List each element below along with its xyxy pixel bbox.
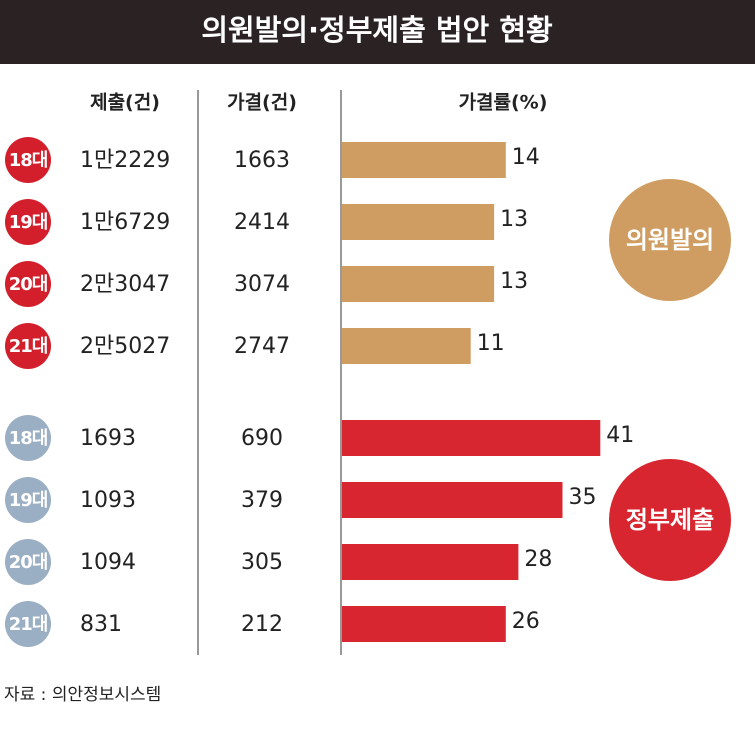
rate-bar <box>342 420 601 456</box>
submitted-count: 2만5027 <box>80 334 170 359</box>
submitted-count: 2만3047 <box>80 272 170 297</box>
session-badge <box>5 137 51 183</box>
passed-count: 305 <box>241 550 283 575</box>
rate-label: 35 <box>569 485 597 510</box>
rate-bar <box>342 482 563 518</box>
rate-bar <box>342 328 471 364</box>
session-badge <box>5 415 51 461</box>
passed-count: 1663 <box>234 148 290 173</box>
session-badge <box>5 199 51 245</box>
passed-count: 2747 <box>234 334 290 359</box>
session-badge <box>5 601 51 647</box>
submitted-count: 1만2229 <box>80 148 170 173</box>
rate-bar <box>342 606 506 642</box>
session-badge <box>5 261 51 307</box>
passed-count: 690 <box>241 426 283 451</box>
session-label: 20대 <box>9 552 48 573</box>
rate-bar <box>342 204 495 240</box>
session-label: 18대 <box>9 150 48 171</box>
session-label: 19대 <box>9 212 48 233</box>
rate-label: 13 <box>500 207 528 232</box>
group-badge <box>609 179 731 301</box>
group-label: 정부제출 <box>626 506 714 534</box>
group-label: 의원발의 <box>626 226 714 254</box>
title: 의원발의·정부제출 법안 현황 <box>201 13 553 47</box>
rate-label: 14 <box>512 145 540 170</box>
passed-count: 2414 <box>234 210 290 235</box>
rate-label: 28 <box>524 547 552 572</box>
session-label: 21대 <box>9 336 48 357</box>
title-bar <box>0 0 755 64</box>
session-badge <box>5 477 51 523</box>
passed-count: 212 <box>241 612 283 637</box>
rate-bar <box>342 142 506 178</box>
rate-bar <box>342 266 495 302</box>
session-label: 21대 <box>9 614 48 635</box>
rate-label: 41 <box>606 423 634 448</box>
submitted-count: 1094 <box>80 550 136 575</box>
submitted-count: 1093 <box>80 488 136 513</box>
header-passed: 가결(건) <box>227 92 297 114</box>
session-label: 20대 <box>9 274 48 295</box>
session-label: 19대 <box>9 490 48 511</box>
submitted-count: 1693 <box>80 426 136 451</box>
source: 자료 : 의안정보시스템 <box>4 685 161 705</box>
rate-label: 13 <box>500 269 528 294</box>
header-submitted: 제출(건) <box>90 92 160 114</box>
rate-label: 11 <box>477 331 505 356</box>
rate-label: 26 <box>512 609 540 634</box>
passed-count: 379 <box>241 488 283 513</box>
submitted-count: 1만6729 <box>80 210 170 235</box>
rate-bar <box>342 544 519 580</box>
session-label: 18대 <box>9 428 48 449</box>
passed-count: 3074 <box>234 272 290 297</box>
session-badge <box>5 323 51 369</box>
submitted-count: 831 <box>80 612 122 637</box>
session-badge <box>5 539 51 585</box>
group-badge <box>609 459 731 581</box>
header-rate: 가결률(%) <box>459 92 548 114</box>
